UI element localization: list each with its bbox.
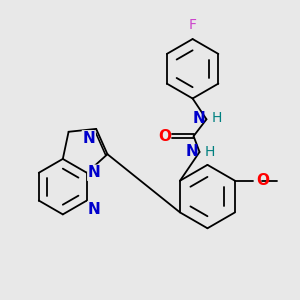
Text: N: N xyxy=(186,145,199,160)
Text: N: N xyxy=(82,131,95,146)
Text: O: O xyxy=(257,173,270,188)
Text: N: N xyxy=(88,202,100,217)
Text: N: N xyxy=(193,111,206,126)
Text: O: O xyxy=(158,129,171,144)
Text: H: H xyxy=(212,111,222,125)
Text: N: N xyxy=(88,165,100,180)
Text: F: F xyxy=(189,18,196,32)
Text: H: H xyxy=(205,145,215,159)
